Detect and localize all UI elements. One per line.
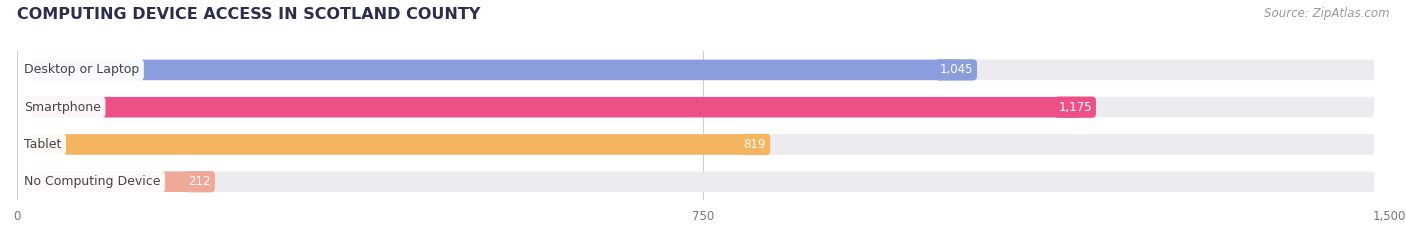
- Text: 212: 212: [188, 175, 211, 188]
- Text: COMPUTING DEVICE ACCESS IN SCOTLAND COUNTY: COMPUTING DEVICE ACCESS IN SCOTLAND COUN…: [17, 7, 481, 22]
- Text: 1,175: 1,175: [1059, 101, 1092, 114]
- Text: 819: 819: [744, 138, 766, 151]
- FancyBboxPatch shape: [32, 134, 1374, 155]
- Text: Source: ZipAtlas.com: Source: ZipAtlas.com: [1264, 7, 1389, 20]
- FancyBboxPatch shape: [32, 60, 1374, 80]
- FancyBboxPatch shape: [32, 134, 751, 155]
- Text: Smartphone: Smartphone: [24, 101, 101, 114]
- Text: 1,045: 1,045: [939, 63, 973, 76]
- Text: No Computing Device: No Computing Device: [24, 175, 160, 188]
- Text: Desktop or Laptop: Desktop or Laptop: [24, 63, 139, 76]
- FancyBboxPatch shape: [32, 97, 1374, 117]
- FancyBboxPatch shape: [32, 97, 1077, 117]
- FancyBboxPatch shape: [32, 171, 195, 192]
- FancyBboxPatch shape: [32, 171, 1374, 192]
- Text: Tablet: Tablet: [24, 138, 62, 151]
- FancyBboxPatch shape: [32, 60, 957, 80]
